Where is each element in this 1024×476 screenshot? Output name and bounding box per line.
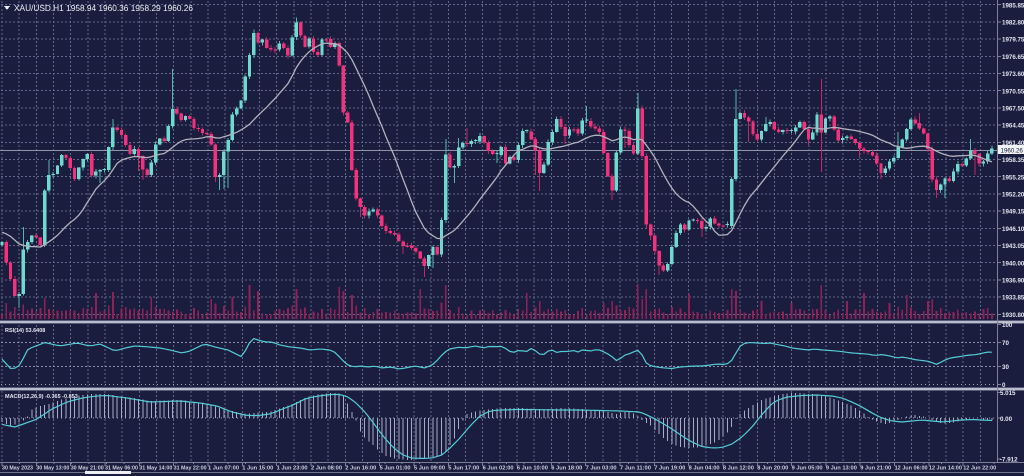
svg-text:5 Jun 17:00: 5 Jun 17:00 bbox=[448, 466, 480, 472]
svg-text:0: 0 bbox=[1002, 382, 1006, 389]
svg-text:30 May 21:00: 30 May 21:00 bbox=[71, 466, 105, 472]
svg-text:1976.65: 1976.65 bbox=[1002, 54, 1024, 61]
svg-text:6 Jun 02:00: 6 Jun 02:00 bbox=[483, 466, 515, 472]
svg-text:RSI(14) 53.6408: RSI(14) 53.6408 bbox=[5, 328, 45, 334]
svg-text:1 Jun 23:00: 1 Jun 23:00 bbox=[277, 466, 309, 472]
svg-text:-7.912: -7.912 bbox=[1000, 457, 1018, 464]
svg-text:1960.26: 1960.26 bbox=[1001, 147, 1024, 154]
svg-text:2 Jun 08:00: 2 Jun 08:00 bbox=[311, 466, 343, 472]
svg-text:0.00: 0.00 bbox=[1000, 416, 1013, 423]
svg-text:1970.55: 1970.55 bbox=[1002, 88, 1024, 95]
svg-text:5 Jun 01:00: 5 Jun 01:00 bbox=[380, 466, 412, 472]
svg-text:1961.40: 1961.40 bbox=[1002, 140, 1024, 147]
svg-text:1973.60: 1973.60 bbox=[1002, 71, 1024, 78]
svg-text:1949.15: 1949.15 bbox=[1002, 209, 1024, 216]
svg-text:31 May 22:00: 31 May 22:00 bbox=[174, 466, 208, 472]
svg-text:1967.50: 1967.50 bbox=[1002, 106, 1024, 113]
svg-text:2 Jun 16:00: 2 Jun 16:00 bbox=[345, 466, 377, 472]
svg-text:1930.80: 1930.80 bbox=[1002, 312, 1024, 319]
svg-text:8 Jun 04:00: 8 Jun 04:00 bbox=[689, 466, 721, 472]
svg-text:9 Jun 21:00: 9 Jun 21:00 bbox=[860, 466, 892, 472]
svg-text:12 Jun 14:00: 12 Jun 14:00 bbox=[929, 466, 963, 472]
svg-text:1933.85: 1933.85 bbox=[1002, 295, 1024, 302]
svg-text:6 Jun 10:00: 6 Jun 10:00 bbox=[517, 466, 549, 472]
svg-text:6 Jun 18:00: 6 Jun 18:00 bbox=[551, 466, 583, 472]
svg-text:1982.80: 1982.80 bbox=[1002, 20, 1024, 27]
svg-text:1979.75: 1979.75 bbox=[1002, 37, 1024, 44]
svg-text:1964.45: 1964.45 bbox=[1002, 123, 1024, 130]
svg-text:1 Jun 15:00: 1 Jun 15:00 bbox=[242, 466, 274, 472]
svg-text:31 May 06:00: 31 May 06:00 bbox=[105, 466, 139, 472]
svg-text:7 Jun 03:00: 7 Jun 03:00 bbox=[586, 466, 618, 472]
svg-text:7 Jun 11:00: 7 Jun 11:00 bbox=[620, 466, 652, 472]
svg-text:12 Jun 06:00: 12 Jun 06:00 bbox=[895, 466, 929, 472]
svg-text:30 May 2023: 30 May 2023 bbox=[2, 466, 34, 472]
svg-text:31 May 14:00: 31 May 14:00 bbox=[139, 466, 173, 472]
svg-text:1940.00: 1940.00 bbox=[1002, 260, 1024, 267]
svg-text:1985.85: 1985.85 bbox=[1002, 2, 1024, 9]
svg-text:1958.35: 1958.35 bbox=[1002, 157, 1024, 164]
svg-text:1955.25: 1955.25 bbox=[1002, 174, 1024, 181]
svg-text:MACD(12,26,9) -0.365 -0.853: MACD(12,26,9) -0.365 -0.853 bbox=[5, 394, 78, 400]
svg-text:1943.05: 1943.05 bbox=[1002, 243, 1024, 250]
svg-text:12 Jun 22:00: 12 Jun 22:00 bbox=[963, 466, 997, 472]
svg-text:8 Jun 20:00: 8 Jun 20:00 bbox=[757, 466, 789, 472]
svg-text:9 Jun 05:00: 9 Jun 05:00 bbox=[792, 466, 824, 472]
svg-text:5 Jun 09:00: 5 Jun 09:00 bbox=[414, 466, 446, 472]
svg-text:1 Jun 07:00: 1 Jun 07:00 bbox=[208, 466, 240, 472]
svg-text:1936.90: 1936.90 bbox=[1002, 278, 1024, 285]
svg-text:30 May 13:00: 30 May 13:00 bbox=[36, 466, 70, 472]
svg-text:XAU/USD.H1 1958.94 1960.36 19: XAU/USD.H1 1958.94 1960.36 1958.29 1960.… bbox=[14, 3, 193, 13]
svg-text:8 Jun 12:00: 8 Jun 12:00 bbox=[723, 466, 755, 472]
svg-text:9 Jun 13:00: 9 Jun 13:00 bbox=[826, 466, 858, 472]
svg-text:5.015: 5.015 bbox=[1000, 390, 1016, 397]
svg-text:7 Jun 19:00: 7 Jun 19:00 bbox=[654, 466, 686, 472]
svg-text:1946.10: 1946.10 bbox=[1002, 226, 1024, 233]
svg-text:1952.20: 1952.20 bbox=[1002, 192, 1024, 199]
svg-text:30: 30 bbox=[1002, 364, 1009, 371]
svg-text:100: 100 bbox=[1002, 322, 1013, 329]
svg-text:70: 70 bbox=[1002, 340, 1009, 347]
